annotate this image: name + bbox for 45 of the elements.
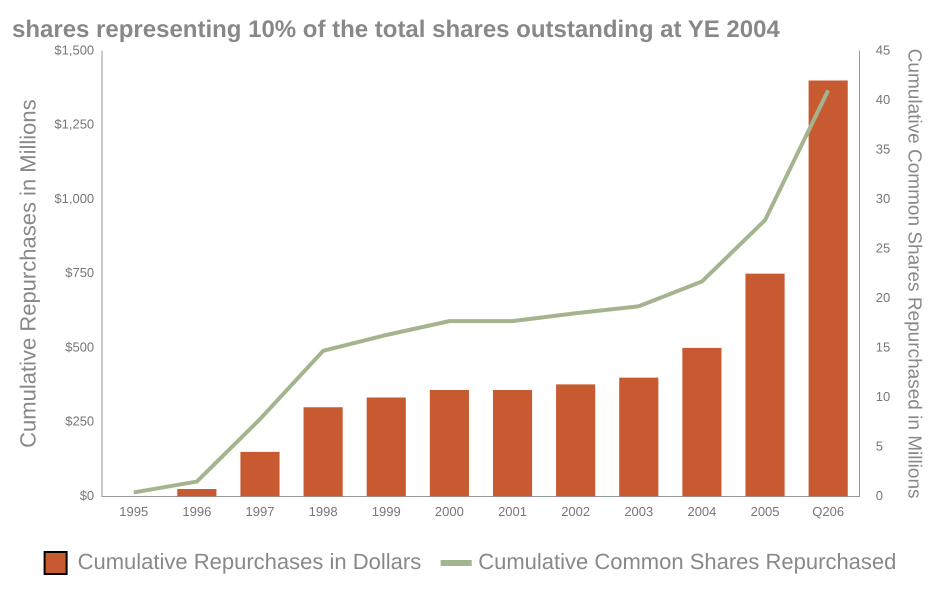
y-tick-label: $1,250 xyxy=(54,116,94,132)
bar xyxy=(619,378,658,496)
x-tick-label: 1997 xyxy=(246,504,274,519)
y2-tick-label: 35 xyxy=(876,141,890,156)
legend-label: Cumulative Common Shares Repurchased xyxy=(478,549,896,574)
bar xyxy=(492,390,532,496)
x-tick-label: 2000 xyxy=(434,504,464,519)
y2-tick-label: 0 xyxy=(876,488,883,503)
x-tick-label: Q206 xyxy=(812,504,844,519)
y2-tick-label: 5 xyxy=(876,438,883,454)
y-tick-label: $500 xyxy=(65,339,94,354)
y2-tick-label: 20 xyxy=(876,290,890,305)
chart-title: shares representing 10% of the total shares outstanding at YE 2004 xyxy=(12,16,780,44)
y2-tick-label: 45 xyxy=(876,42,890,58)
x-tick-label: 2004 xyxy=(687,504,716,519)
y-tick-label: $250 xyxy=(65,414,94,429)
bar xyxy=(556,384,596,496)
legend-label: Cumulative Repurchases in Dollars xyxy=(78,549,422,574)
bar xyxy=(177,488,216,496)
bar xyxy=(745,274,785,496)
x-tick-label: 1998 xyxy=(308,504,338,519)
y-tick-label: $750 xyxy=(65,265,94,280)
x-tick-label: 2005 xyxy=(750,504,780,519)
bar xyxy=(430,390,469,496)
y2-tick-label: 25 xyxy=(876,240,890,256)
y-tick-label: $1,500 xyxy=(54,42,94,58)
y2-tick-label: 10 xyxy=(876,388,890,404)
bar xyxy=(682,348,722,496)
x-tick-label: 2003 xyxy=(624,504,654,519)
bar xyxy=(240,452,280,496)
y2-axis-title: Cumulative Common Shares Repurchased in Millions xyxy=(903,48,924,499)
x-tick-label: 1999 xyxy=(372,504,401,519)
y-axis-title: Cumulative Repurchases in Millions xyxy=(15,99,40,448)
x-tick-label: 1996 xyxy=(182,504,212,519)
x-tick-label: 2001 xyxy=(498,504,527,519)
x-tick-label: 1995 xyxy=(119,504,148,519)
y-tick-label: $1,000 xyxy=(54,190,94,206)
y2-tick-label: 15 xyxy=(876,339,890,354)
y2-tick-label: 30 xyxy=(876,190,890,206)
x-tick-label: 2002 xyxy=(561,504,590,519)
bar xyxy=(808,80,848,496)
y2-tick-label: 40 xyxy=(876,92,890,107)
bar xyxy=(366,397,406,496)
bar xyxy=(304,407,343,496)
y-tick-label: $0 xyxy=(80,488,94,503)
